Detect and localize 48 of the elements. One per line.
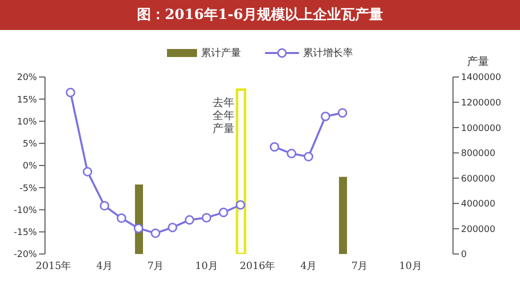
y-tick-label: -5%: [19, 184, 38, 194]
bar: [339, 176, 347, 254]
x-tick-label: 4月: [300, 261, 317, 272]
y2-axis-title: 产量: [466, 54, 490, 69]
point: [168, 222, 178, 232]
y-tick-label: -20%: [14, 250, 38, 260]
point: [82, 166, 92, 176]
y-tick-label: 5%: [22, 140, 38, 150]
point: [320, 112, 330, 122]
point: [116, 213, 126, 223]
point: [270, 142, 280, 152]
legend-label: 累计产量: [201, 46, 241, 60]
y2-tick-label: 1000000: [461, 124, 502, 134]
y-tick-label: 0%: [22, 162, 38, 172]
x-tick-label: 4月: [96, 261, 113, 272]
chart-title: 图：2016年1-6月规模以上企业瓦产量: [0, 0, 520, 30]
annotation: 去年全年产量: [210, 96, 236, 135]
y2-tick-label: 400000: [461, 200, 496, 210]
x-tick-label: 10月: [195, 261, 218, 272]
x-tick-label: 7月: [147, 261, 164, 272]
point: [218, 208, 228, 218]
y2-tick-label: 0: [461, 250, 467, 260]
y-tick-label: 20%: [16, 73, 38, 84]
point: [304, 152, 314, 162]
y-tick-label: 15%: [16, 95, 38, 106]
y-tick-label: -15%: [14, 228, 38, 238]
point: [134, 224, 144, 234]
point: [66, 88, 76, 98]
x-tick-label: 7月: [351, 261, 368, 272]
y2-tick-label: 600000: [461, 174, 496, 184]
x-tick-label: 2015年: [36, 260, 72, 272]
point: [338, 108, 348, 118]
bar: [236, 88, 246, 254]
legend-label: 累计增长率: [303, 46, 353, 60]
point: [286, 148, 296, 158]
point: [236, 200, 246, 210]
y-tick-label: -10%: [14, 206, 38, 216]
point: [184, 215, 194, 225]
point: [150, 228, 160, 238]
x-tick-label: 2016年: [240, 260, 276, 272]
x-tick-label: 10月: [399, 261, 422, 272]
point: [100, 201, 110, 211]
point: [202, 212, 212, 222]
y2-tick-label: 800000: [461, 149, 496, 160]
y2-tick-label: 1400000: [461, 73, 502, 84]
y2-tick-label: 1200000: [461, 98, 502, 108]
y-tick-label: 10%: [16, 117, 38, 128]
y2-tick-label: 200000: [461, 224, 496, 235]
